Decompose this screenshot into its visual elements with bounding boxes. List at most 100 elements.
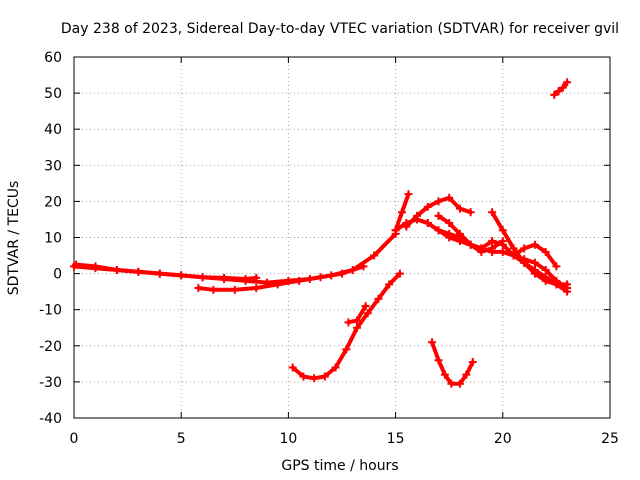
x-tick-label: 15 bbox=[387, 431, 405, 447]
data-point bbox=[455, 237, 464, 246]
y-tick-label: 60 bbox=[44, 50, 62, 66]
data-point bbox=[391, 226, 400, 235]
series-line bbox=[552, 80, 570, 97]
data-point bbox=[252, 284, 261, 293]
series-track-3 bbox=[194, 262, 368, 294]
data-point bbox=[530, 269, 539, 278]
data-point bbox=[353, 323, 362, 332]
x-tick-label: 5 bbox=[177, 431, 186, 447]
data-point bbox=[445, 193, 454, 202]
data-point bbox=[273, 280, 282, 289]
data-point bbox=[359, 262, 368, 271]
series-line bbox=[74, 262, 259, 281]
series-track-8 bbox=[434, 211, 507, 256]
y-tick-label: 30 bbox=[44, 158, 62, 174]
data-point bbox=[194, 284, 203, 293]
data-point bbox=[445, 233, 454, 242]
y-tick-label: -10 bbox=[39, 303, 62, 319]
data-point bbox=[558, 83, 567, 92]
series-track-12 bbox=[344, 302, 370, 327]
y-tick-labels: -40 -30 -20 -10 0 10 20 30 40 50 60 bbox=[39, 50, 62, 427]
series-track-2 bbox=[72, 260, 261, 284]
data-point bbox=[550, 90, 559, 99]
chart-title: Day 238 of 2023, Sidereal Day-to-day VTE… bbox=[61, 21, 619, 37]
data-point bbox=[434, 211, 443, 220]
data-point bbox=[288, 363, 297, 372]
series-track-9 bbox=[488, 208, 572, 289]
data-point bbox=[241, 275, 250, 284]
data-point bbox=[112, 265, 121, 274]
data-point bbox=[374, 294, 383, 303]
data-point bbox=[363, 309, 372, 318]
data-point bbox=[395, 269, 404, 278]
data-point bbox=[434, 226, 443, 235]
x-tick-label: 0 bbox=[70, 431, 79, 447]
data-point bbox=[488, 208, 497, 217]
data-point bbox=[552, 280, 561, 289]
data-point bbox=[295, 276, 304, 285]
data-point bbox=[220, 273, 229, 282]
x-axis-label: GPS time / hours bbox=[281, 458, 398, 474]
data-point bbox=[466, 240, 475, 249]
y-tick-label: 20 bbox=[44, 194, 62, 210]
data-point bbox=[541, 247, 550, 256]
data-point bbox=[310, 374, 319, 383]
data-point bbox=[541, 276, 550, 285]
data-point bbox=[209, 285, 218, 294]
tick-marks bbox=[73, 56, 611, 419]
data-point bbox=[440, 370, 449, 379]
data-point bbox=[423, 202, 432, 211]
data-point bbox=[398, 208, 407, 217]
series-track-11 bbox=[288, 269, 404, 383]
data-point bbox=[520, 258, 529, 267]
data-point bbox=[554, 87, 563, 96]
data-point bbox=[370, 251, 379, 260]
y-axis-label: SDTVAR / TECUs bbox=[6, 181, 22, 296]
data-point bbox=[563, 78, 572, 87]
series-track-10 bbox=[509, 240, 561, 271]
data-point bbox=[91, 262, 100, 271]
data-point bbox=[520, 244, 529, 253]
data-point bbox=[530, 240, 539, 249]
data-point bbox=[177, 271, 186, 280]
data-point bbox=[434, 197, 443, 206]
data-point bbox=[455, 379, 464, 388]
data-point bbox=[361, 302, 370, 311]
data-point bbox=[155, 269, 164, 278]
data-point bbox=[404, 190, 413, 199]
x-tick-labels: 0 5 10 15 20 25 bbox=[70, 431, 619, 447]
data-point bbox=[423, 219, 432, 228]
data-point bbox=[342, 345, 351, 354]
data-point bbox=[498, 226, 507, 235]
data-point bbox=[72, 260, 81, 269]
data-series bbox=[70, 78, 572, 388]
y-tick-label: -30 bbox=[39, 375, 62, 391]
data-point bbox=[488, 244, 497, 253]
data-point bbox=[552, 262, 561, 271]
data-point bbox=[530, 258, 539, 267]
series-track-14 bbox=[550, 78, 572, 99]
data-point bbox=[230, 285, 239, 294]
data-point bbox=[563, 280, 572, 289]
data-point bbox=[509, 244, 518, 253]
data-point bbox=[353, 316, 362, 325]
data-point bbox=[447, 379, 456, 388]
data-point bbox=[413, 215, 422, 224]
y-tick-label: 40 bbox=[44, 122, 62, 138]
y-tick-label: 50 bbox=[44, 86, 62, 102]
series-track-5 bbox=[391, 190, 413, 235]
data-point bbox=[455, 204, 464, 213]
x-tick-label: 20 bbox=[494, 431, 512, 447]
data-point bbox=[331, 363, 340, 372]
data-point bbox=[299, 372, 308, 381]
data-point bbox=[488, 237, 497, 246]
data-point bbox=[445, 219, 454, 228]
data-point bbox=[344, 318, 353, 327]
data-point bbox=[134, 267, 143, 276]
x-tick-label: 10 bbox=[279, 431, 297, 447]
data-point bbox=[428, 338, 437, 347]
series-track-13 bbox=[428, 338, 477, 388]
data-point bbox=[468, 358, 477, 367]
